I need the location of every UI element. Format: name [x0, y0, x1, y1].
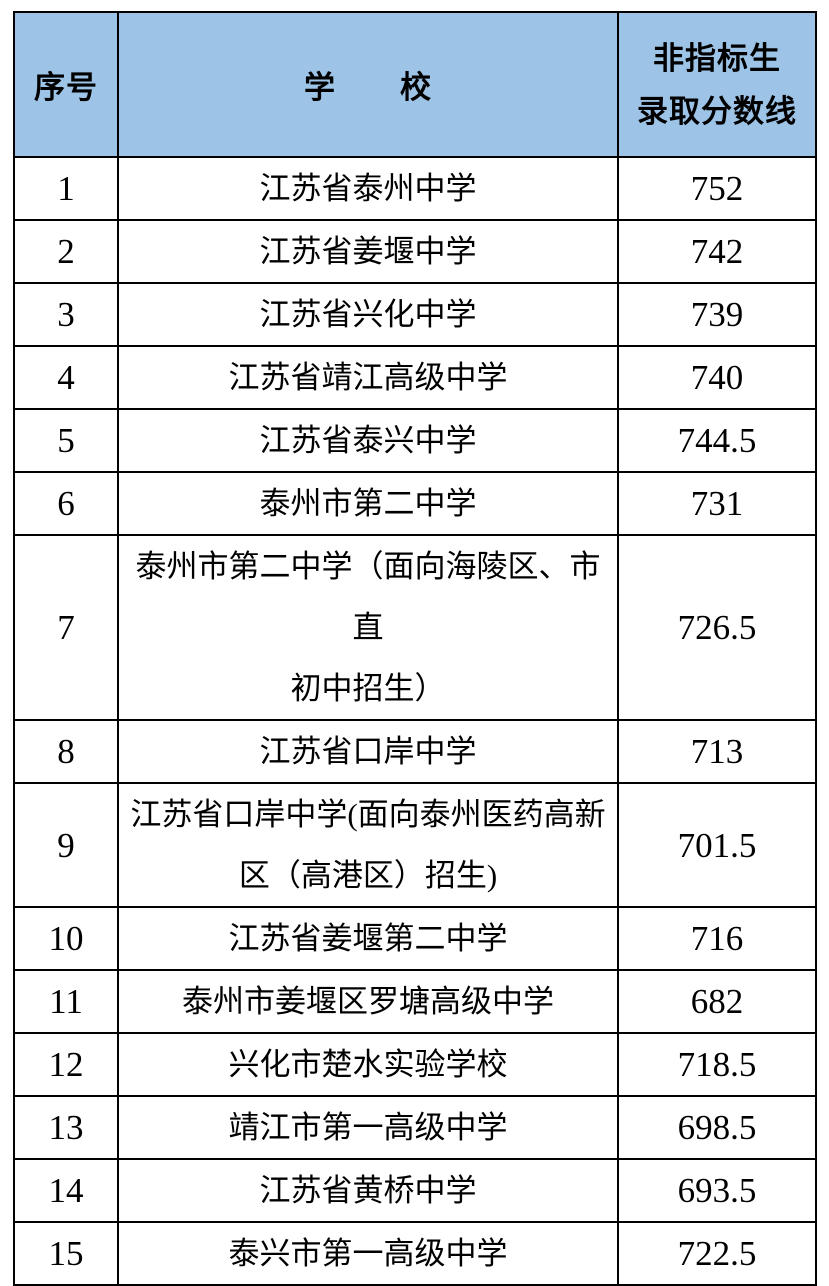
row-index-cell: 6	[13, 471, 119, 536]
row-school-cell: 江苏省口岸中学(面向泰州医药高新 区（高港区）招生)	[117, 782, 619, 908]
table-row: 2 江苏省姜堰中学 742	[13, 219, 817, 284]
row-school-cell: 泰兴市第一高级中学	[117, 1221, 619, 1286]
table-row: 9 江苏省口岸中学(面向泰州医药高新 区（高港区）招生) 701.5	[13, 782, 817, 908]
row-score-cell: 742	[617, 219, 817, 284]
row-school-cell: 江苏省姜堰第二中学	[117, 906, 619, 971]
row-index-cell: 7	[13, 534, 119, 721]
table-row: 11 泰州市姜堰区罗塘高级中学 682	[13, 969, 817, 1034]
row-index-cell: 8	[13, 719, 119, 784]
row-school-cell: 江苏省泰州中学	[117, 156, 619, 221]
row-school-cell: 泰州市第二中学	[117, 471, 619, 536]
row-score-cell: 701.5	[617, 782, 817, 908]
score-table: 序号 学 校 非指标生 录取分数线 1 江苏省泰州中学 752 2 江苏省姜堰中…	[13, 11, 817, 1286]
row-index-cell: 10	[13, 906, 119, 971]
row-school-cell: 江苏省口岸中学	[117, 719, 619, 784]
table-row: 15 泰兴市第一高级中学 722.5	[13, 1221, 817, 1286]
row-score-cell: 682	[617, 969, 817, 1034]
row-index-cell: 11	[13, 969, 119, 1034]
row-school-cell: 江苏省姜堰中学	[117, 219, 619, 284]
table-row: 10 江苏省姜堰第二中学 716	[13, 906, 817, 971]
row-index-cell: 2	[13, 219, 119, 284]
header-row: 序号 学 校 非指标生 录取分数线	[13, 11, 817, 158]
header-index: 序号	[13, 11, 119, 158]
table-row: 4 江苏省靖江高级中学 740	[13, 345, 817, 410]
row-school-cell: 江苏省靖江高级中学	[117, 345, 619, 410]
table-row: 3 江苏省兴化中学 739	[13, 282, 817, 347]
row-index-cell: 13	[13, 1095, 119, 1160]
row-index-cell: 3	[13, 282, 119, 347]
row-score-cell: 713	[617, 719, 817, 784]
table-row: 6 泰州市第二中学 731	[13, 471, 817, 536]
row-index-cell: 9	[13, 782, 119, 908]
row-school-cell: 江苏省泰兴中学	[117, 408, 619, 473]
row-score-cell: 752	[617, 156, 817, 221]
row-score-cell: 731	[617, 471, 817, 536]
row-score-cell: 722.5	[617, 1221, 817, 1286]
row-score-cell: 740	[617, 345, 817, 410]
row-index-cell: 12	[13, 1032, 119, 1097]
row-school-cell: 靖江市第一高级中学	[117, 1095, 619, 1160]
row-score-cell: 716	[617, 906, 817, 971]
row-score-cell: 726.5	[617, 534, 817, 721]
header-school: 学 校	[117, 11, 619, 158]
row-school-cell: 兴化市楚水实验学校	[117, 1032, 619, 1097]
table-row: 13 靖江市第一高级中学 698.5	[13, 1095, 817, 1160]
row-index-cell: 15	[13, 1221, 119, 1286]
row-score-cell: 698.5	[617, 1095, 817, 1160]
table-row: 1 江苏省泰州中学 752	[13, 156, 817, 221]
header-score: 非指标生 录取分数线	[617, 11, 817, 158]
table-row: 5 江苏省泰兴中学 744.5	[13, 408, 817, 473]
row-score-cell: 718.5	[617, 1032, 817, 1097]
row-school-cell: 江苏省兴化中学	[117, 282, 619, 347]
row-score-cell: 739	[617, 282, 817, 347]
table-row: 7 泰州市第二中学（面向海陵区、市直 初中招生） 726.5	[13, 534, 817, 721]
row-index-cell: 5	[13, 408, 119, 473]
table-row: 8 江苏省口岸中学 713	[13, 719, 817, 784]
row-index-cell: 1	[13, 156, 119, 221]
row-school-cell: 泰州市姜堰区罗塘高级中学	[117, 969, 619, 1034]
table-row: 12 兴化市楚水实验学校 718.5	[13, 1032, 817, 1097]
row-school-cell: 泰州市第二中学（面向海陵区、市直 初中招生）	[117, 534, 619, 721]
header-score-line1: 非指标生	[653, 40, 781, 76]
row-index-cell: 4	[13, 345, 119, 410]
header-score-line2: 录取分数线	[637, 93, 797, 129]
row-score-cell: 744.5	[617, 408, 817, 473]
